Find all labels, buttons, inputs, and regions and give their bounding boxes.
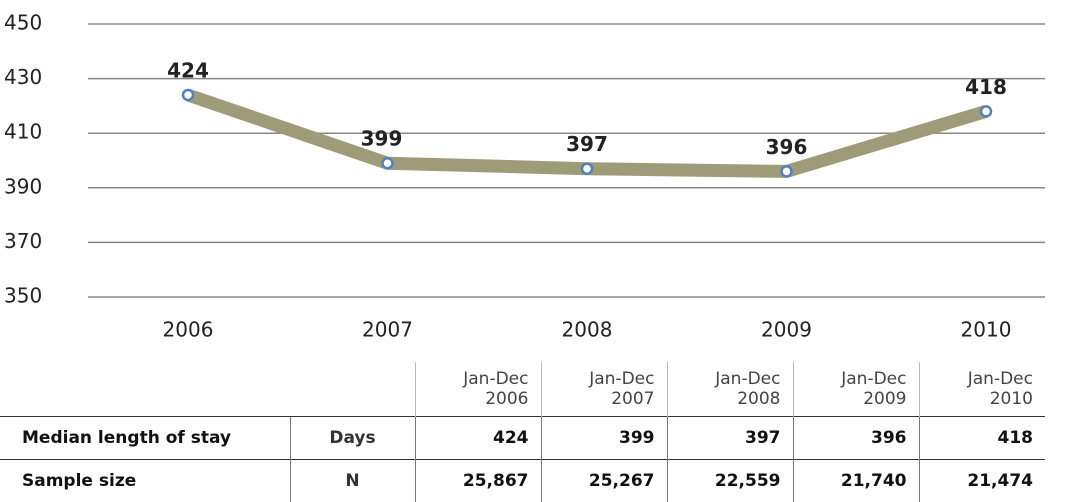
data-label: 418	[965, 75, 1007, 99]
blank-cell	[290, 362, 415, 417]
data-label: 424	[167, 58, 209, 82]
header-line: 2006	[485, 389, 529, 409]
data-table: Jan-Dec 2006 Jan-Dec 2007 Jan-Dec 2008 Jan-Dec…	[0, 362, 1045, 502]
row-label: Median length of stay	[0, 416, 290, 460]
y-tick-label: 350	[4, 284, 42, 308]
x-tick-label: 2007	[362, 318, 413, 342]
marker	[181, 88, 195, 102]
column-header: Jan-Dec 2007	[540, 362, 667, 417]
header-line: 2007	[611, 389, 655, 409]
header-line: 2010	[989, 389, 1033, 409]
table-cell: 397	[666, 416, 793, 460]
marker	[780, 165, 793, 178]
y-tick-label: 430	[4, 65, 42, 89]
column-header: Jan-Dec 2008	[666, 362, 793, 417]
data-label: 397	[566, 132, 608, 156]
row-label: Sample size	[0, 459, 290, 502]
x-tick-label: 2006	[163, 318, 214, 342]
table-row: Median length of stay Days 424 399 397 396 418	[0, 416, 1045, 460]
y-tick-label: 410	[4, 120, 42, 144]
table-cell: 396	[792, 416, 919, 460]
row-unit: N	[289, 459, 415, 502]
header-line: Jan-Dec	[463, 369, 529, 389]
row-unit: Days	[289, 416, 415, 460]
y-tick-label: 370	[4, 229, 42, 253]
data-label: 396	[766, 135, 808, 159]
chart: 350 370 390 410 430 450 2006 2007 2008 2009 2010 42…	[4, 11, 1045, 342]
blank-cell	[0, 362, 290, 417]
table-cell: 418	[918, 416, 1045, 460]
table-cell: 424	[414, 416, 541, 460]
x-tick-label: 2008	[562, 318, 613, 342]
header-line: Jan-Dec	[589, 369, 655, 389]
marker	[580, 162, 594, 175]
table-cell: 25,267	[540, 459, 667, 502]
y-tick-label: 450	[4, 11, 42, 35]
table-row: Sample size N 25,867 25,267 22,559 21,740 21,4…	[0, 459, 1045, 502]
column-header: Jan-Dec 2010	[918, 362, 1045, 417]
y-tick-label: 390	[4, 174, 42, 198]
header-line: Jan-Dec	[967, 369, 1033, 389]
header-row: Jan-Dec 2006 Jan-Dec 2007 Jan-Dec 2008 Jan-Dec…	[0, 362, 1045, 417]
column-header: Jan-Dec 2006	[414, 362, 541, 417]
header-line: Jan-Dec	[715, 369, 781, 389]
marker	[979, 105, 993, 118]
table-cell: 399	[540, 416, 667, 460]
header-line: 2009	[863, 389, 907, 409]
table-cell: 21,740	[792, 459, 919, 502]
header-line: 2008	[737, 389, 781, 409]
data-label: 399	[361, 127, 403, 151]
x-tick-label: 2010	[961, 318, 1012, 342]
marker	[381, 156, 394, 170]
table-cell: 22,559	[666, 459, 793, 502]
header-line: Jan-Dec	[841, 369, 907, 389]
table-cell: 21,474	[918, 459, 1045, 502]
table-cell: 25,867	[414, 459, 541, 502]
x-tick-label: 2009	[761, 318, 812, 342]
column-header: Jan-Dec 2009	[792, 362, 919, 417]
